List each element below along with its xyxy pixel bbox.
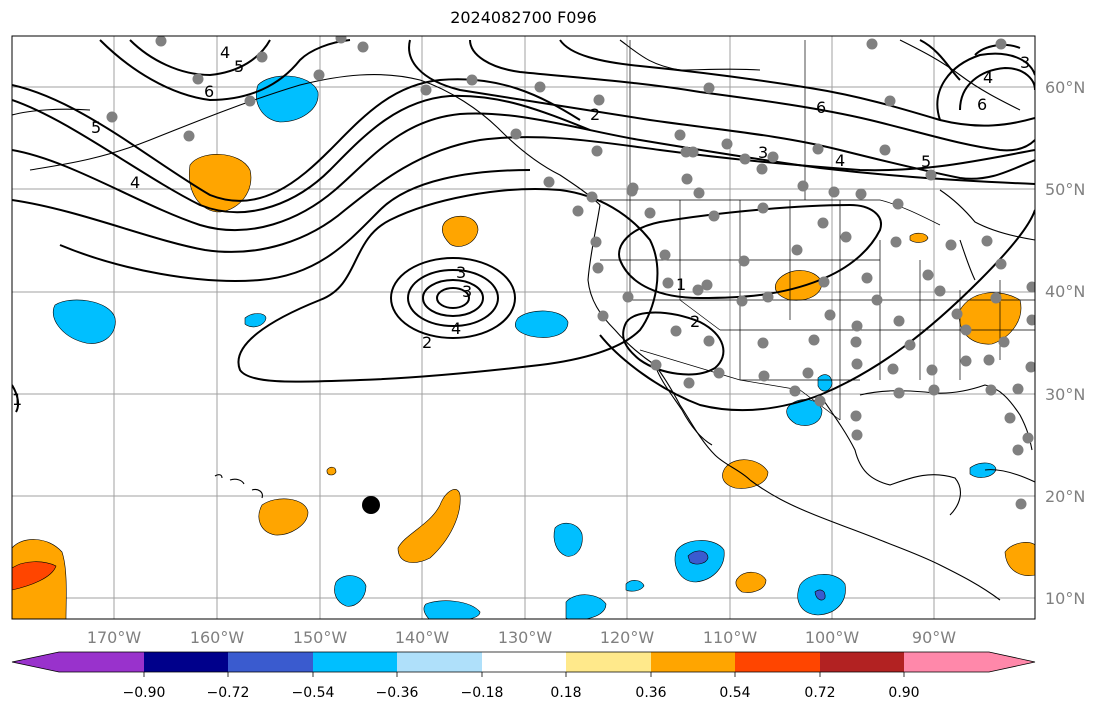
lat-label: 40°N [1045, 282, 1085, 301]
colorbar: −0.90 −0.72 −0.54 −0.36 −0.18 0.18 0.36 … [11, 651, 1036, 701]
lat-label: 60°N [1045, 78, 1085, 97]
colorbar-bin [59, 652, 144, 672]
contour-label: 5 [921, 152, 931, 171]
negative-anomaly [256, 75, 319, 123]
lat-label: 50°N [1045, 180, 1085, 199]
colorbar-bin [904, 652, 989, 672]
contour-label: 1 [676, 275, 686, 294]
contour-label: 3 [758, 143, 768, 162]
lat-label: 20°N [1045, 487, 1085, 506]
negative-anomaly [423, 600, 481, 619]
colorbar-tick-label: 0.36 [635, 685, 666, 701]
negative-anomaly [244, 313, 267, 328]
lon-label: 140°W [395, 628, 450, 647]
contour-label: 1 [12, 390, 22, 409]
positive-anomaly [1004, 542, 1035, 576]
contour-label: 3 [1020, 53, 1030, 72]
lon-label: 110°W [703, 628, 758, 647]
negative-anomaly [565, 594, 607, 619]
station-markers [106, 36, 1035, 510]
negative-anomaly [817, 374, 833, 392]
positive-anomaly [441, 215, 479, 247]
colorbar-bin [820, 652, 904, 672]
contour-label: 3 [462, 282, 472, 301]
map-frame [11, 35, 1036, 620]
negative-anomaly [334, 575, 367, 607]
strong-negative-anomaly [687, 550, 709, 565]
colorbar-tick-label: −0.36 [376, 685, 419, 701]
latitude-labels: 60°N 50°N 40°N 30°N 20°N 10°N [1045, 78, 1085, 608]
contour-label: 5 [91, 118, 101, 137]
contour-label: 6 [977, 95, 987, 114]
colorbar-tick-label: 0.18 [550, 685, 581, 701]
target-location-marker [362, 496, 380, 514]
positive-anomaly [326, 466, 337, 476]
positive-anomaly [397, 489, 461, 563]
strong-positive-anomaly [12, 561, 57, 591]
positive-anomaly [959, 292, 1022, 345]
contour-label: 4 [451, 319, 461, 338]
map-title: 2024082700 F096 [450, 8, 597, 27]
colorbar-tick-label: −0.72 [207, 685, 250, 701]
colorbar-tick-label: −0.90 [123, 685, 166, 701]
colorbar-bin [735, 652, 820, 672]
colorbar-tick-label: 0.90 [888, 685, 919, 701]
negative-anomaly [53, 299, 116, 344]
contour-label: 4 [835, 151, 845, 170]
positive-anomaly [189, 154, 252, 213]
lat-label: 30°N [1045, 385, 1085, 404]
colorbar-extend-low [12, 652, 59, 672]
lon-label: 160°W [190, 628, 245, 647]
contour-label: 2 [690, 312, 700, 331]
colorbar-outline [11, 651, 1036, 673]
contour-label: 6 [204, 82, 214, 101]
colorbar-bin [651, 652, 735, 672]
contour-label: 4 [130, 173, 140, 192]
lon-label: 130°W [498, 628, 553, 647]
contour-label: 3 [456, 263, 466, 282]
colorbar-extend-high [989, 652, 1035, 672]
contour-lines [12, 39, 1035, 413]
positive-anomaly [735, 571, 767, 593]
colorbar-tick-label: −0.18 [461, 685, 504, 701]
contour-label: 4 [220, 43, 230, 62]
lon-label: 150°W [293, 628, 348, 647]
colorbar-tick-label: 0.72 [804, 685, 835, 701]
colorbar-bin [228, 652, 313, 672]
contour-label: 5 [234, 57, 244, 76]
negative-anomaly [515, 310, 569, 338]
colorbar-tick-label: 0.54 [719, 685, 750, 701]
anomaly-fills [12, 75, 1035, 619]
lon-label: 170°W [87, 628, 142, 647]
lon-label: 100°W [805, 628, 860, 647]
lat-label: 10°N [1045, 589, 1085, 608]
colorbar-bin [397, 652, 482, 672]
contour-label: 6 [816, 98, 826, 117]
positive-anomaly [258, 498, 309, 536]
negative-anomaly [553, 522, 583, 557]
colorbar-bin [482, 652, 566, 672]
strong-negative-anomaly [814, 589, 826, 601]
colorbar-bin [566, 652, 651, 672]
contour-label: 4 [983, 68, 993, 87]
lon-label: 90°W [912, 628, 956, 647]
lon-label: 120°W [600, 628, 655, 647]
contour-label: 2 [590, 105, 600, 124]
positive-anomaly [909, 232, 929, 243]
colorbar-bin [144, 652, 228, 672]
colorbar-bin [313, 652, 397, 672]
colorbar-tick-label: −0.54 [292, 685, 335, 701]
contour-label: 2 [422, 333, 432, 352]
contour-label-group: 5 4 6 5 4 2 3 4 5 6 6 4 3 3 3 4 2 1 2 1 [12, 43, 1030, 409]
longitude-labels: 170°W 160°W 150°W 140°W 130°W 120°W 110°… [87, 628, 956, 647]
negative-anomaly [625, 580, 645, 592]
